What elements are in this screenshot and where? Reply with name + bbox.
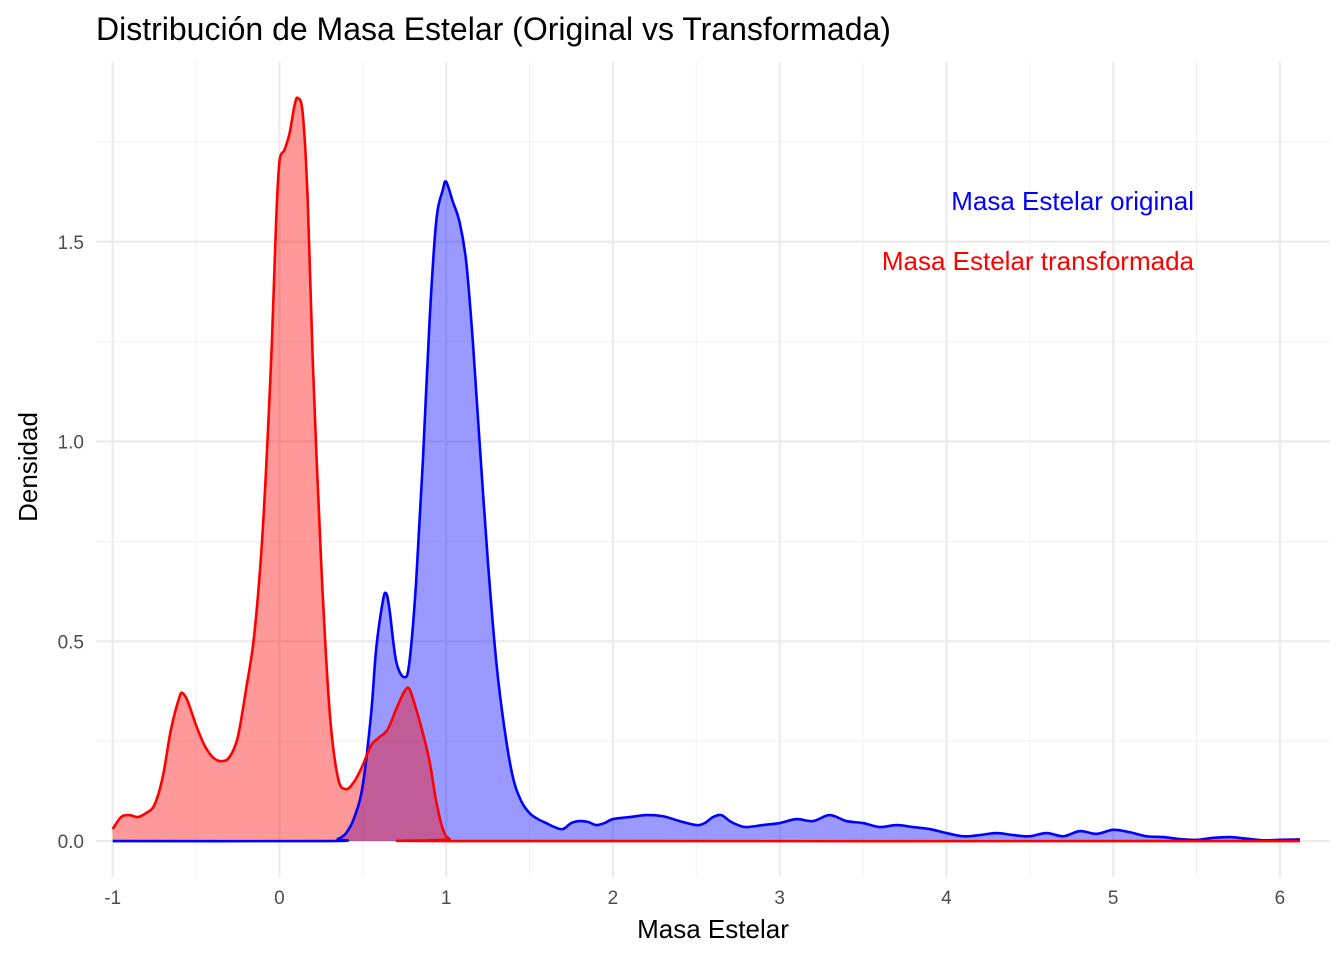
x-tick-label: 2 xyxy=(608,888,619,909)
density-areas xyxy=(112,97,1300,842)
x-tick-label: 6 xyxy=(1275,888,1286,909)
density-line-transformada xyxy=(111,96,1300,843)
annotation-transformada: Masa Estelar transformada xyxy=(882,246,1195,276)
annotation-original: Masa Estelar original xyxy=(951,186,1194,216)
grid xyxy=(96,62,1330,877)
y-tick-label: 1.5 xyxy=(58,233,84,254)
y-tick-label: 0.5 xyxy=(58,632,84,653)
x-axis-title: Masa Estelar xyxy=(637,914,789,944)
x-tick-label: 4 xyxy=(941,888,952,909)
x-tick-label: 3 xyxy=(774,888,785,909)
density-area-transformada xyxy=(112,97,1300,842)
x-tick-label: -1 xyxy=(104,888,121,909)
chart-title: Distribución de Masa Estelar (Original v… xyxy=(96,11,891,47)
y-tick-label: 0.0 xyxy=(58,832,84,853)
density-lines xyxy=(111,96,1301,843)
y-tick-label: 1.0 xyxy=(58,433,84,454)
x-tick-label: 0 xyxy=(274,888,285,909)
x-axis-ticks: -1 0 1 2 3 4 5 6 xyxy=(104,888,1285,909)
x-tick-label: 1 xyxy=(441,888,452,909)
x-tick-label: 5 xyxy=(1108,888,1119,909)
y-axis-title: Densidad xyxy=(13,412,43,522)
density-area-original xyxy=(112,181,1300,842)
y-axis-ticks: 0.0 0.5 1.0 1.5 xyxy=(58,233,84,853)
density-line-original xyxy=(112,180,1301,843)
